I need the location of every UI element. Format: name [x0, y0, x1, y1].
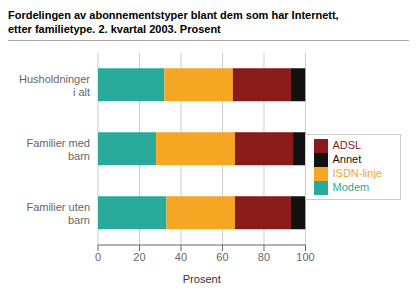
- html-text:Modem: Modem: [332, 181, 370, 194]
- svg-text:Familier utenbarn: Familier utenbarn: [26, 201, 90, 226]
- svg-text:80: 80: [258, 251, 270, 263]
- svg-text:0: 0: [95, 251, 101, 263]
- svg-text:20: 20: [133, 251, 145, 263]
- svg-text:Prosent: Prosent: [183, 273, 221, 285]
- html-text:ADSL: ADSL: [332, 138, 362, 151]
- svg-text:Husholdningeri alt: Husholdningeri alt: [19, 73, 90, 98]
- svg-text:60: 60: [216, 251, 228, 263]
- html-text:Annet: Annet: [332, 152, 362, 165]
- html-text:etter familietype. 2. kvartal: etter familietype. 2. kvartal 2003. Pros…: [8, 23, 221, 35]
- svg-text:100: 100: [296, 251, 314, 263]
- html-text:Fordelingen av abonnementstype: Fordelingen av abonnementstyper blant de…: [8, 9, 339, 21]
- svg-text:40: 40: [175, 251, 187, 263]
- html-text:ISDN-linje: ISDN-linje: [332, 167, 382, 179]
- svg-text:Familier medbarn: Familier medbarn: [26, 137, 90, 162]
